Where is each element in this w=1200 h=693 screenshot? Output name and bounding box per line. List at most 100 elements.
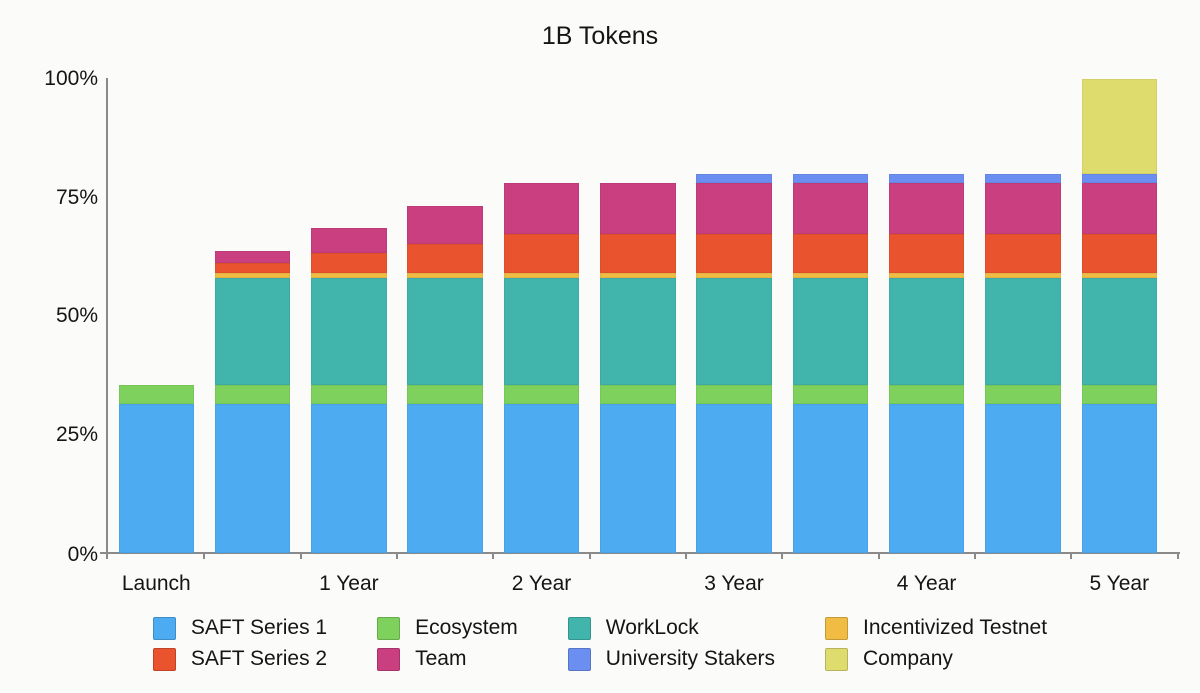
y-tick-label-0-: 0% — [67, 543, 98, 566]
bar-5 — [600, 183, 676, 553]
bar-8-segment-saft-series-1 — [888, 403, 965, 553]
legend-item-company: Company — [825, 647, 1047, 671]
bar-8-segment-incentivized-testnet — [888, 273, 965, 279]
bar-10-segment-company — [1081, 79, 1157, 174]
bar-2-segment-ecosystem — [311, 384, 387, 404]
x-axis-tick-3 — [396, 553, 398, 559]
bar-2-segment-saft-series-1 — [311, 403, 387, 553]
bar-3-segment-incentivized-testnet — [407, 273, 483, 279]
legend-swatch-university-stakers — [567, 647, 591, 671]
bar-8 — [888, 173, 965, 553]
x-axis-tick-11 — [1177, 553, 1179, 559]
bar-5-segment-saft-series-2 — [600, 234, 676, 274]
bar-2-segment-worklock — [311, 278, 387, 385]
x-tick-label-3-year: 3 Year — [704, 572, 764, 595]
legend-swatch-worklock — [567, 616, 591, 640]
bar-7-segment-university-stakers — [792, 173, 869, 184]
bar-8-segment-university-stakers — [888, 173, 965, 184]
bar-10-segment-worklock — [1081, 278, 1157, 385]
bar-10-segment-saft-series-2 — [1081, 234, 1157, 274]
bar-2-segment-team — [311, 227, 387, 254]
x-axis-tick-1 — [203, 553, 206, 559]
bar-5-segment-incentivized-testnet — [600, 273, 676, 279]
legend-swatch-saft-series-1 — [152, 616, 176, 640]
x-tick-label-2-year: 2 Year — [511, 572, 572, 595]
bar-6-segment-worklock — [696, 278, 772, 385]
bar-5-segment-ecosystem — [600, 384, 676, 404]
bar-9-segment-saft-series-2 — [985, 234, 1061, 274]
legend-grid: SAFT Series 1 Ecosystem WorkLock Incentiviz… — [152, 616, 1047, 671]
x-axis-tick-5 — [588, 553, 591, 559]
legend-swatch-incentivized-testnet — [825, 616, 849, 640]
bar-4-segment-worklock — [503, 278, 580, 385]
bar-5-segment-team — [600, 183, 676, 235]
bar-5-segment-saft-series-1 — [600, 403, 676, 553]
bar-7-segment-worklock — [792, 278, 869, 385]
bar-2-segment-incentivized-testnet — [311, 273, 387, 279]
legend-label-university-stakers: University Stakers — [605, 647, 776, 670]
x-axis-tick-9 — [973, 553, 976, 559]
bar-6-segment-saft-series-1 — [696, 403, 772, 553]
bar-9 — [985, 173, 1061, 553]
bar-9-segment-worklock — [985, 278, 1061, 385]
legend-item-university-stakers: University Stakers — [567, 647, 776, 671]
bar-4 — [503, 183, 580, 553]
bar-6-segment-saft-series-2 — [696, 234, 772, 274]
bar-1-segment-worklock — [214, 278, 291, 385]
legend-label-team: Team — [415, 647, 467, 670]
legend-swatch-team — [377, 647, 401, 671]
y-tick-label-75-: 75% — [55, 185, 98, 209]
bar-1 — [214, 250, 291, 553]
chart-title: 1B Tokens — [541, 22, 659, 50]
legend-swatch-saft-series-2 — [152, 647, 176, 671]
x-axis-tick-6 — [684, 553, 687, 559]
bar-7-segment-saft-series-1 — [792, 403, 869, 553]
bar-9-segment-saft-series-1 — [985, 403, 1061, 553]
bar-4-segment-ecosystem — [503, 384, 580, 404]
legend-item-saft-series-2: SAFT Series 2 — [152, 647, 327, 671]
bar-2-segment-saft-series-2 — [311, 253, 387, 274]
bar-1-segment-incentivized-testnet — [214, 273, 291, 279]
bar-7-segment-saft-series-2 — [792, 234, 869, 274]
x-tick-label-launch: Launch — [121, 572, 191, 595]
bar-0-segment-saft-series-1 — [118, 403, 194, 553]
x-tick-label-1-year: 1 Year — [319, 572, 379, 595]
y-axis-zero-tick — [100, 552, 107, 554]
legend-item-team: Team — [377, 647, 518, 671]
legend-label-incentivized-testnet: Incentivized Testnet — [863, 616, 1048, 639]
legend-item-worklock: WorkLock — [567, 616, 775, 640]
bar-3 — [407, 206, 483, 553]
bar-10 — [1081, 79, 1157, 553]
bar-1-segment-ecosystem — [214, 384, 291, 404]
bar-10-segment-university-stakers — [1081, 173, 1157, 184]
bar-6-segment-university-stakers — [696, 173, 772, 184]
x-tick-label-5-year: 5 Year — [1089, 572, 1150, 595]
bar-10-segment-incentivized-testnet — [1081, 273, 1157, 279]
bar-6-segment-team — [696, 183, 772, 235]
bar-9-segment-incentivized-testnet — [985, 273, 1061, 279]
y-tick-label-25-: 25% — [55, 422, 98, 446]
bar-4-segment-team — [503, 183, 580, 235]
legend-swatch-ecosystem — [377, 616, 401, 640]
bar-10-segment-team — [1081, 183, 1157, 235]
bar-3-segment-team — [407, 206, 483, 244]
bar-4-segment-incentivized-testnet — [503, 273, 580, 279]
bar-3-segment-saft-series-1 — [407, 403, 483, 553]
bar-4-segment-saft-series-1 — [503, 403, 580, 553]
x-axis-tick-8 — [877, 553, 880, 559]
bar-8-segment-team — [888, 183, 965, 235]
bar-3-segment-saft-series-2 — [407, 243, 483, 274]
bar-6-segment-incentivized-testnet — [696, 273, 772, 279]
legend-label-company: Company — [863, 647, 953, 670]
legend-item-incentivized-testnet: Incentivized Testnet — [825, 616, 1047, 640]
x-axis-tick-10 — [1070, 553, 1073, 559]
bar-8-segment-ecosystem — [888, 384, 965, 404]
legend-label-worklock: WorkLock — [605, 616, 699, 639]
bar-8-segment-worklock — [888, 278, 965, 385]
bar-9-segment-ecosystem — [985, 384, 1061, 404]
x-axis-line — [100, 552, 1180, 554]
bar-4-segment-saft-series-2 — [503, 234, 580, 274]
x-axis-tick-0 — [106, 553, 108, 559]
legend-swatch-company — [825, 647, 849, 671]
